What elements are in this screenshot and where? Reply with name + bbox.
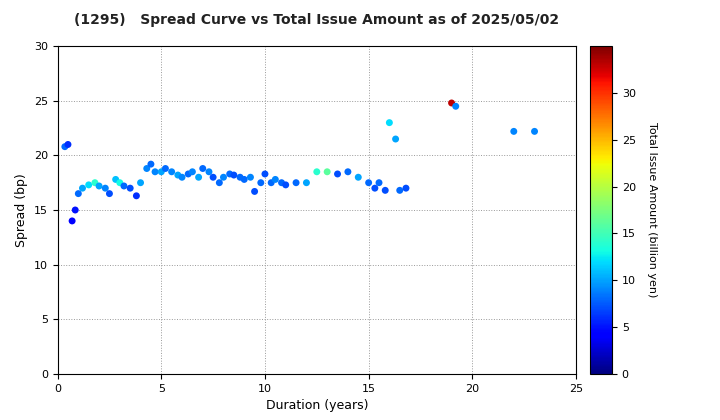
Point xyxy=(224,171,235,177)
Point xyxy=(110,176,122,183)
Point xyxy=(280,181,292,188)
Point xyxy=(193,174,204,181)
Point xyxy=(135,179,146,186)
Point xyxy=(238,176,250,183)
Point xyxy=(73,190,84,197)
Point xyxy=(249,188,261,195)
Point xyxy=(130,192,142,199)
Point xyxy=(118,183,130,189)
Point xyxy=(77,185,89,192)
Point xyxy=(145,161,157,168)
Point xyxy=(214,179,225,186)
Point xyxy=(269,176,281,183)
Point xyxy=(353,174,364,181)
Point xyxy=(166,168,177,175)
Point xyxy=(207,174,219,181)
Point xyxy=(390,136,401,142)
Point xyxy=(89,179,101,186)
Point xyxy=(141,165,153,172)
Point xyxy=(450,103,462,110)
Point xyxy=(83,181,94,188)
Point xyxy=(104,190,115,197)
Text: (1295)   Spread Curve vs Total Issue Amount as of 2025/05/02: (1295) Spread Curve vs Total Issue Amoun… xyxy=(74,13,559,26)
Point xyxy=(400,185,412,192)
Point xyxy=(245,174,256,181)
Point xyxy=(125,185,136,192)
Point xyxy=(217,174,229,181)
Point xyxy=(66,218,78,224)
Point xyxy=(342,168,354,175)
X-axis label: Duration (years): Duration (years) xyxy=(266,399,368,412)
Point xyxy=(62,141,73,148)
Point xyxy=(446,100,457,106)
Point xyxy=(369,185,381,192)
Point xyxy=(182,171,194,177)
Point xyxy=(332,171,343,177)
Point xyxy=(266,179,277,186)
Point xyxy=(203,168,215,175)
Point xyxy=(172,172,184,178)
Point xyxy=(160,165,171,172)
Point xyxy=(149,168,161,175)
Point xyxy=(176,174,188,181)
Point xyxy=(321,168,333,175)
Point xyxy=(363,179,374,186)
Point xyxy=(94,183,105,189)
Y-axis label: Spread (bp): Spread (bp) xyxy=(15,173,28,247)
Point xyxy=(59,143,71,150)
Point xyxy=(508,128,520,135)
Point xyxy=(228,172,240,178)
Point xyxy=(311,168,323,175)
Point xyxy=(373,179,384,186)
Y-axis label: Total Issue Amount (billion yen): Total Issue Amount (billion yen) xyxy=(647,122,657,298)
Point xyxy=(186,168,198,175)
Point xyxy=(290,179,302,186)
Point xyxy=(255,179,266,186)
Point xyxy=(197,165,209,172)
Point xyxy=(259,171,271,177)
Point xyxy=(394,187,405,194)
Point xyxy=(69,207,81,213)
Point xyxy=(276,179,287,186)
Point xyxy=(114,179,125,186)
Point xyxy=(234,174,246,181)
Point xyxy=(156,168,167,175)
Point xyxy=(301,179,312,186)
Point xyxy=(528,128,540,135)
Point xyxy=(379,187,391,194)
Point xyxy=(384,119,395,126)
Point xyxy=(99,185,111,192)
